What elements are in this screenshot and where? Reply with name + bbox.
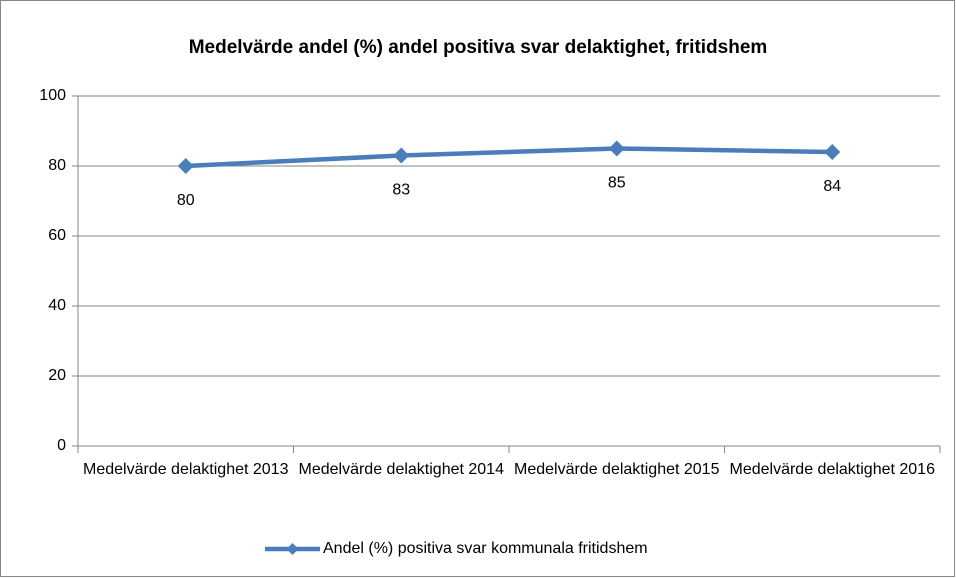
x-tick-label: Medelvärde delaktighet 2013: [83, 461, 289, 478]
data-label: 83: [392, 182, 410, 199]
legend-marker: [286, 543, 299, 555]
data-point: [608, 140, 625, 157]
x-tick-label: Medelvärde delaktighet 2015: [514, 461, 720, 478]
y-tick-label: 60: [48, 227, 66, 244]
data-point: [393, 147, 410, 164]
x-tick-label: Medelvärde delaktighet 2014: [298, 461, 504, 478]
y-tick-label: 40: [48, 297, 66, 314]
legend-label: Andel (%) positiva svar kommunala fritid…: [323, 540, 648, 557]
y-tick-label: 80: [48, 157, 66, 174]
y-tick-label: 20: [48, 367, 66, 384]
data-label: 84: [823, 178, 841, 195]
data-label: 80: [177, 192, 195, 209]
data-point: [177, 158, 194, 174]
series-line: [185, 146, 833, 169]
chart-title: Medelvärde andel (%) andel positiva svar…: [189, 37, 768, 58]
x-tick-label: Medelvärde delaktighet 2016: [729, 461, 935, 478]
y-tick-label: 0: [57, 437, 66, 454]
data-label: 85: [608, 175, 626, 192]
data-point: [824, 144, 841, 160]
y-tick-label: 100: [39, 87, 66, 104]
